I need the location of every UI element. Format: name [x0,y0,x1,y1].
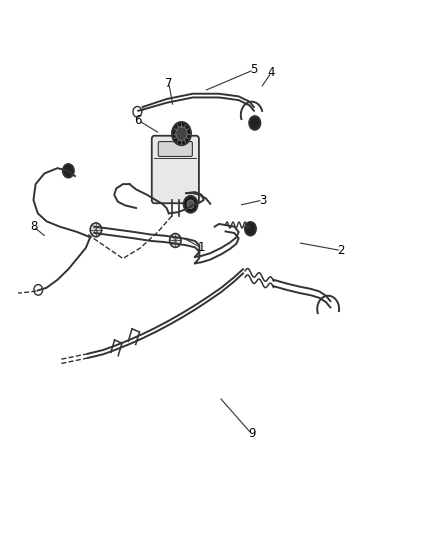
Circle shape [133,107,142,117]
Text: 1: 1 [198,241,205,254]
Text: 4: 4 [268,66,275,79]
Text: 9: 9 [248,427,255,440]
FancyBboxPatch shape [152,136,199,203]
Circle shape [170,233,181,247]
Text: 5: 5 [250,63,258,76]
Circle shape [249,116,261,130]
Circle shape [187,200,194,208]
Circle shape [34,285,42,295]
Circle shape [176,127,187,141]
Circle shape [90,223,102,237]
FancyBboxPatch shape [158,142,192,157]
Text: 6: 6 [134,114,142,127]
Circle shape [63,164,74,177]
Text: 7: 7 [165,77,173,90]
Text: 3: 3 [259,193,266,207]
Text: 8: 8 [30,220,37,233]
Circle shape [184,196,198,213]
Circle shape [245,222,256,236]
Text: 2: 2 [338,244,345,257]
Circle shape [172,122,191,146]
